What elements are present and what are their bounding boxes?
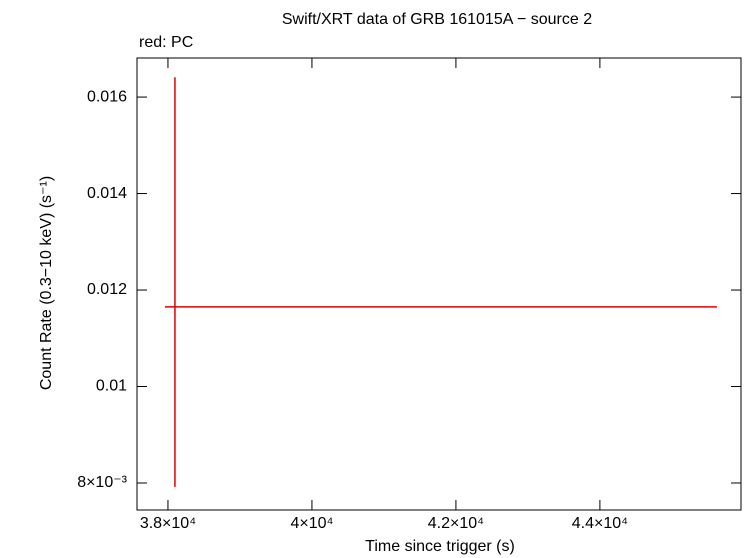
- y-tick-label: 8×10⁻³: [77, 474, 127, 491]
- y-tick-label: 0.016: [87, 88, 127, 105]
- x-tick-label: 3.8×10⁴: [140, 515, 196, 532]
- x-axis-label: Time since trigger (s): [365, 538, 515, 555]
- plot-frame: [136, 57, 742, 511]
- chart-title: Swift/XRT data of GRB 161015A − source 2: [282, 11, 592, 28]
- x-tick-label: 4.4×10⁴: [572, 515, 628, 532]
- y-tick-label: 0.014: [87, 185, 127, 202]
- y-tick-label: 0.012: [87, 281, 127, 298]
- x-tick-label: 4.2×10⁴: [428, 515, 484, 532]
- x-tick-label: 4×10⁴: [290, 515, 333, 532]
- chart-subtitle: red: PC: [139, 34, 193, 51]
- y-tick-label: 0.01: [96, 378, 127, 395]
- y-axis-label: Count Rate (0.3−10 keV) (s⁻¹): [38, 176, 55, 390]
